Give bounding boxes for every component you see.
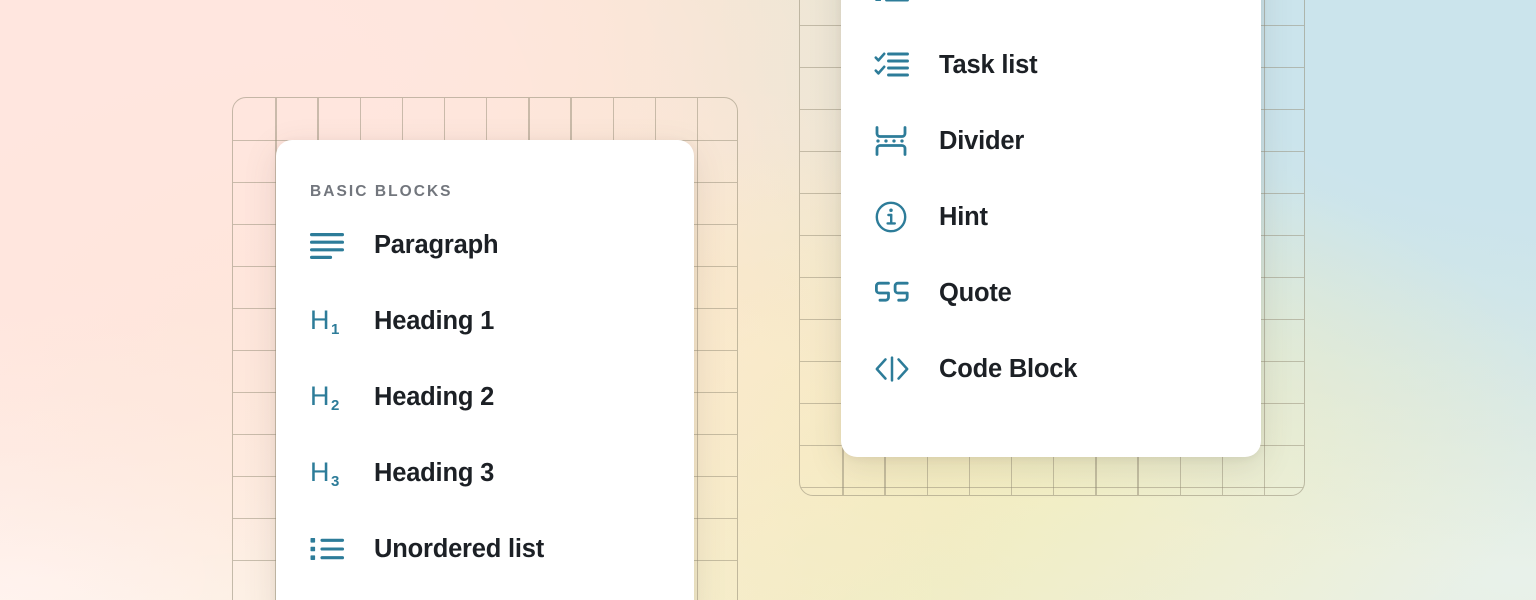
svg-text:1: 1 (331, 321, 339, 338)
menu-item-label: Ordered list (939, 0, 1080, 4)
menu-item-quote[interactable]: Quote (875, 255, 1227, 331)
divider-icon (875, 124, 911, 158)
unordered-list-icon (310, 532, 346, 566)
svg-text:2: 2 (875, 0, 881, 4)
grid-column-line (696, 98, 699, 600)
svg-text:H: H (310, 305, 330, 335)
heading-2-icon: H 2 (310, 380, 346, 414)
task-list-icon (874, 48, 911, 82)
menu-item-paragraph[interactable]: Paragraph (310, 207, 660, 283)
grid-column-line (1263, 0, 1266, 495)
menu-item-divider[interactable]: Divider (875, 103, 1227, 179)
quote-marks-icon (875, 276, 911, 310)
menu-item-label: Heading 2 (374, 382, 495, 411)
menu-item-ordered-list[interactable]: 1 2 Ordered list (875, 0, 1227, 27)
svg-text:3: 3 (331, 473, 339, 490)
menu-item-label: Unordered list (374, 534, 545, 563)
menu-item-label: Hint (939, 202, 988, 231)
paragraph-lines-icon (310, 228, 346, 262)
svg-text:H: H (310, 457, 330, 487)
svg-text:2: 2 (331, 397, 339, 414)
menu-item-heading-3[interactable]: H 3 Heading 3 (310, 435, 660, 511)
svg-text:H: H (310, 381, 330, 411)
hint-info-icon (875, 200, 911, 234)
menu-item-label: Divider (939, 126, 1025, 155)
menu-item-heading-2[interactable]: H 2 Heading 2 (310, 359, 660, 435)
menu-item-hint[interactable]: Hint (875, 179, 1227, 255)
grid-row-line (800, 487, 1304, 489)
heading-1-icon: H 1 (310, 304, 346, 338)
menu-item-label: Heading 1 (374, 306, 495, 335)
menu-item-label: Heading 3 (374, 458, 495, 487)
menu-item-label: Code Block (939, 354, 1078, 383)
menu-item-code-block[interactable]: Code Block (875, 331, 1227, 407)
menu-item-heading-1[interactable]: H 1 Heading 1 (310, 283, 660, 359)
ordered-list-icon: 1 2 (875, 0, 911, 6)
menu-item-label: Task list (939, 50, 1038, 79)
menu-item-unordered-list[interactable]: Unordered list (310, 511, 660, 587)
basic-blocks-menu-panel: BASIC BLOCKS Paragraph (276, 140, 694, 600)
code-block-icon (875, 352, 911, 386)
menu-item-label: Quote (939, 278, 1012, 307)
menu-item-label: Paragraph (374, 230, 499, 259)
grid-column-line (275, 98, 277, 600)
more-blocks-menu-panel: 1 2 Ordered list (841, 0, 1261, 457)
heading-3-icon: H 3 (310, 456, 346, 490)
menu-item-task-list[interactable]: Task list (874, 27, 1227, 103)
section-label-basic-blocks: BASIC BLOCKS (310, 183, 453, 200)
